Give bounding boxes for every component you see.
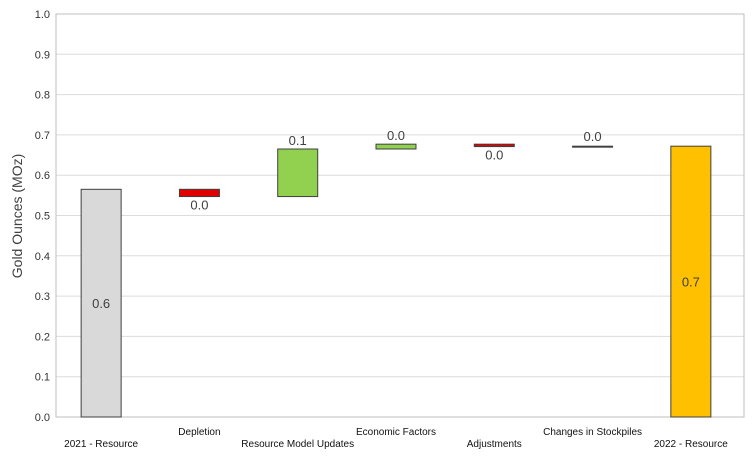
grid-lines: [56, 13, 744, 418]
data-label: 0.0: [485, 148, 503, 163]
waterfall-bar: [277, 148, 319, 198]
y-axis-label: Gold Ounces (MOz): [9, 154, 25, 278]
bars: [80, 143, 712, 418]
data-label: 0.0: [190, 198, 208, 213]
y-tick-label: 0.4: [35, 251, 50, 263]
x-tick-label: Adjustments: [467, 439, 522, 450]
y-tick-label: 0.0: [35, 412, 50, 424]
data-label: 0.6: [92, 296, 110, 311]
x-tick-label: Resource Model Updates: [241, 439, 354, 450]
data-labels: 0.6 0.0 0.1 0.0 0.0 0.0 0.7: [92, 128, 700, 311]
waterfall-bar: [80, 188, 122, 418]
x-tick-label: Changes in Stockpiles: [543, 427, 642, 438]
y-tick-label: 0.3: [35, 291, 50, 303]
y-tick-label: 0.8: [35, 90, 50, 102]
x-tick-label: Economic Factors: [356, 427, 436, 438]
y-tick-label: 0.7: [35, 130, 50, 142]
waterfall-bar: [670, 145, 712, 418]
y-axis-ticks: 0.0 0.1 0.2 0.3 0.4 0.5 0.6 0.7 0.8 0.9 1.0: [35, 9, 50, 424]
y-tick-label: 1.0: [35, 9, 50, 21]
data-label: 0.0: [387, 128, 405, 143]
waterfall-bar: [178, 188, 220, 198]
data-label: 0.7: [682, 275, 700, 290]
plot-area: [55, 13, 745, 418]
y-tick-label: 0.6: [35, 170, 50, 182]
waterfall-bar: [375, 143, 417, 150]
y-tick-label: 0.1: [35, 372, 50, 384]
y-tick-label: 0.5: [35, 211, 50, 223]
y-tick-label: 0.2: [35, 331, 50, 343]
waterfall-bar: [572, 145, 614, 148]
x-tick-label: 2022 - Resource: [654, 439, 728, 450]
x-tick-label: Depletion: [178, 427, 220, 438]
x-axis-ticks: 2021 - Resource Depletion Resource Model U…: [64, 427, 728, 450]
data-label: 0.0: [584, 129, 602, 144]
waterfall-bar: [473, 143, 515, 148]
x-tick-label: 2021 - Resource: [64, 439, 138, 450]
y-tick-label: 0.9: [35, 49, 50, 61]
data-label: 0.1: [289, 133, 307, 148]
